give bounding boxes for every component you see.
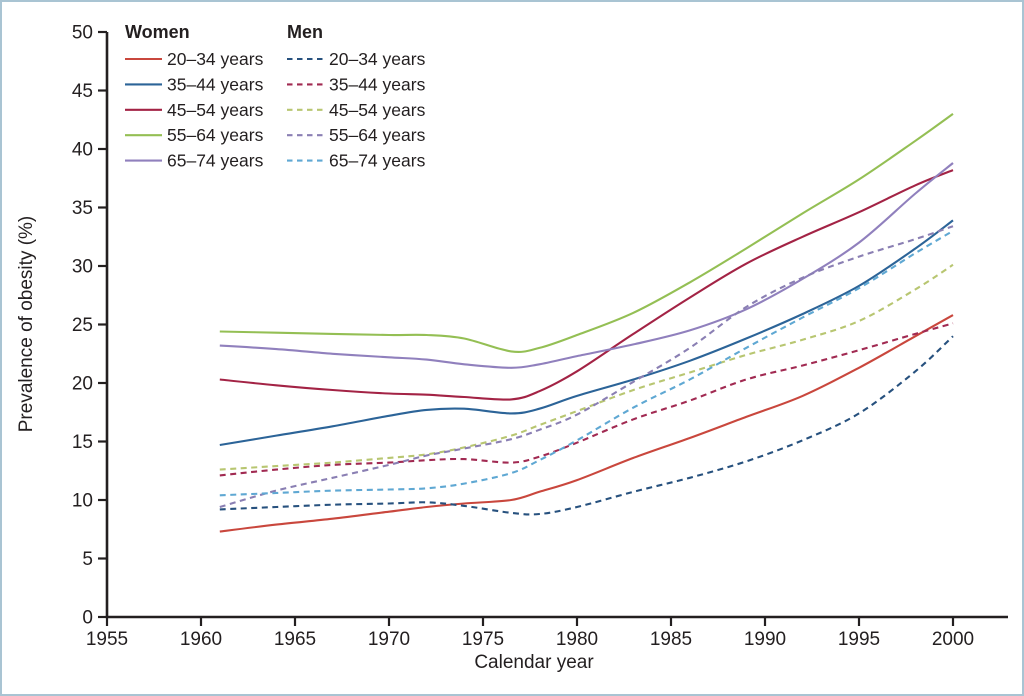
legend-item-women-65-74: 65–74 years <box>125 151 264 171</box>
legend-item-men-35-44: 35–44 years <box>287 74 426 94</box>
y-tick-label: 5 <box>82 549 93 570</box>
series-line-women-35-44 <box>219 219 954 447</box>
y-tick-label: 15 <box>72 432 93 453</box>
x-tick-label: 1980 <box>556 629 598 650</box>
y-axis-title: Prevalence of obesity (%) <box>16 216 37 433</box>
axis-ticks <box>98 30 955 626</box>
y-tick-label: 50 <box>72 23 93 44</box>
x-tick-label: 1965 <box>274 629 316 650</box>
legend-label-women-55-64: 55–64 years <box>167 125 264 145</box>
series-line-men-55-64 <box>219 225 954 509</box>
legend-item-men-20-34: 20–34 years <box>287 49 426 69</box>
legend-label-women-65-74: 65–74 years <box>167 151 264 171</box>
x-tick-label: 1975 <box>462 629 504 650</box>
x-tick-label: 1985 <box>650 629 692 650</box>
legend-item-women-35-44: 35–44 years <box>125 74 264 94</box>
legend-item-women-20-34: 20–34 years <box>125 49 264 69</box>
legend-label-men-20-34: 20–34 years <box>329 49 426 69</box>
legend: Women 20–34 years 35–44 years 45–54 years 55… <box>125 22 426 171</box>
x-tick-label: 1955 <box>86 629 128 650</box>
y-tick-label: 35 <box>72 198 93 219</box>
legend-item-women-55-64: 55–64 years <box>125 125 264 145</box>
x-tick-label: 1995 <box>838 629 880 650</box>
series-line-men-35-44 <box>219 322 954 477</box>
series-line-women-45-54 <box>219 169 954 401</box>
x-axis-title: Calendar year <box>474 652 594 673</box>
legend-item-men-45-54: 45–54 years <box>287 100 426 120</box>
x-tick-label: 2000 <box>932 629 974 650</box>
legend-item-women-45-54: 45–54 years <box>125 100 264 120</box>
y-tick-label: 25 <box>72 315 93 336</box>
y-tick-label: 45 <box>72 81 93 102</box>
legend-label-women-20-34: 20–34 years <box>167 49 264 69</box>
series-lines <box>219 113 954 533</box>
y-tick-label: 0 <box>82 608 93 629</box>
legend-label-men-35-44: 35–44 years <box>329 74 426 94</box>
x-tick-label: 1990 <box>744 629 786 650</box>
legend-label-women-45-54: 45–54 years <box>167 100 264 120</box>
legend-label-men-45-54: 45–54 years <box>329 100 426 120</box>
series-line-women-20-34 <box>219 314 954 533</box>
legend-item-men-65-74: 65–74 years <box>287 151 426 171</box>
legend-label-men-65-74: 65–74 years <box>329 151 426 171</box>
x-tick-label: 1960 <box>180 629 222 650</box>
legend-label-women-35-44: 35–44 years <box>167 74 264 94</box>
legend-label-men-55-64: 55–64 years <box>329 125 426 145</box>
series-line-men-65-74 <box>219 229 954 497</box>
y-tick-label: 40 <box>72 140 93 161</box>
y-tick-label: 10 <box>72 491 93 512</box>
legend-item-men-55-64: 55–64 years <box>287 125 426 145</box>
series-line-women-65-74 <box>219 162 954 369</box>
series-line-men-20-34 <box>219 335 954 516</box>
x-tick-label: 1970 <box>368 629 410 650</box>
y-tick-label: 30 <box>72 257 93 278</box>
axis-tick-labels: 0 5 10 15 20 25 30 35 40 45 50 1955 1960 1965 1970 1975… <box>72 23 974 651</box>
y-tick-label: 20 <box>72 374 93 395</box>
series-line-women-55-64 <box>219 113 954 353</box>
legend-header-women: Women <box>125 22 190 42</box>
legend-header-men: Men <box>287 22 323 42</box>
